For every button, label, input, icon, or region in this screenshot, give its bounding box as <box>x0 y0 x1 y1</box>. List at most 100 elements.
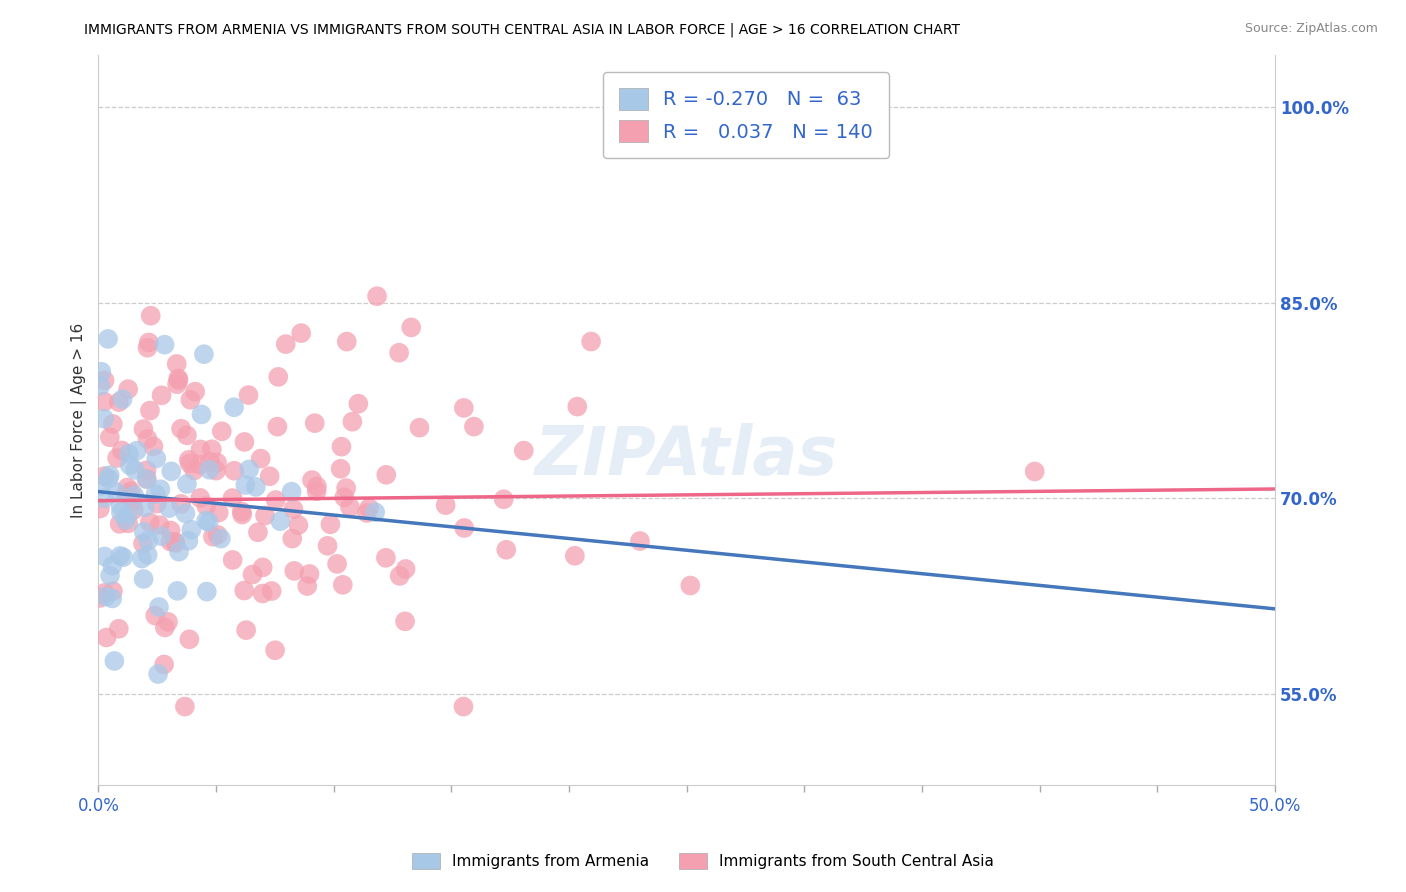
Point <box>388 569 411 583</box>
Point <box>146 667 169 681</box>
Point <box>132 422 155 436</box>
Point <box>89 378 111 392</box>
Point <box>115 487 138 501</box>
Text: ZIPAtlas: ZIPAtlas <box>536 424 838 490</box>
Point <box>567 400 589 414</box>
Point <box>283 564 305 578</box>
Point <box>347 397 370 411</box>
Legend: Immigrants from Armenia, Immigrants from South Central Asia: Immigrants from Armenia, Immigrants from… <box>406 847 1000 875</box>
Point <box>231 505 253 519</box>
Point <box>117 508 139 522</box>
Point <box>224 464 246 478</box>
Point <box>107 622 129 636</box>
Point <box>195 514 218 528</box>
Point <box>394 562 416 576</box>
Point <box>112 550 135 565</box>
Point <box>359 501 381 516</box>
Legend: R = -0.270   N =  63, R =   0.037   N = 140: R = -0.270 N = 63, R = 0.037 N = 140 <box>603 72 889 158</box>
Point <box>177 533 200 548</box>
Point <box>89 591 111 605</box>
Point <box>179 392 201 407</box>
Point <box>135 472 157 486</box>
Point <box>163 535 186 549</box>
Text: IMMIGRANTS FROM ARMENIA VS IMMIGRANTS FROM SOUTH CENTRAL ASIA IN LABOR FORCE | A: IMMIGRANTS FROM ARMENIA VS IMMIGRANTS FR… <box>84 22 960 37</box>
Point <box>193 347 215 361</box>
Point <box>132 536 155 550</box>
Point <box>408 420 430 434</box>
Point <box>176 428 198 442</box>
Point <box>188 458 211 472</box>
Point <box>201 442 224 457</box>
Point <box>149 518 172 533</box>
Point <box>269 514 291 528</box>
Point <box>290 326 312 340</box>
Point <box>97 472 120 486</box>
Point <box>333 491 356 505</box>
Point <box>579 334 602 349</box>
Point <box>264 493 287 508</box>
Point <box>329 462 352 476</box>
Point <box>209 532 232 546</box>
Point <box>132 572 155 586</box>
Point <box>211 424 233 438</box>
Point <box>118 447 141 461</box>
Text: Source: ZipAtlas.com: Source: ZipAtlas.com <box>1244 22 1378 36</box>
Point <box>183 463 205 477</box>
Point <box>266 419 288 434</box>
Point <box>153 620 176 634</box>
Point <box>166 357 188 371</box>
Point <box>184 384 207 399</box>
Point <box>201 530 224 544</box>
Point <box>159 534 181 549</box>
Point <box>122 503 145 517</box>
Point <box>235 623 257 637</box>
Point <box>179 457 201 471</box>
Point <box>195 499 218 513</box>
Point <box>103 654 125 668</box>
Point <box>117 382 139 396</box>
Point <box>375 467 398 482</box>
Point <box>176 477 198 491</box>
Point <box>117 516 139 531</box>
Point <box>108 516 131 531</box>
Point <box>105 450 128 465</box>
Point <box>167 544 190 558</box>
Point <box>145 487 167 501</box>
Point <box>118 458 141 473</box>
Point <box>93 491 115 505</box>
Point <box>93 394 115 409</box>
Point <box>305 479 328 493</box>
Point <box>120 484 142 499</box>
Point <box>111 392 134 407</box>
Point <box>145 451 167 466</box>
Point <box>394 615 416 629</box>
Point <box>101 591 124 606</box>
Point <box>96 631 118 645</box>
Point <box>249 451 271 466</box>
Point <box>167 373 190 387</box>
Point <box>124 463 146 477</box>
Point <box>97 332 120 346</box>
Point <box>326 557 349 571</box>
Point <box>93 469 115 483</box>
Point <box>233 434 256 449</box>
Point <box>628 534 651 549</box>
Point <box>101 558 124 573</box>
Point <box>174 506 197 520</box>
Point <box>108 549 131 563</box>
Point <box>190 408 212 422</box>
Point <box>267 369 290 384</box>
Point <box>101 584 124 599</box>
Point <box>453 699 475 714</box>
Point <box>188 491 211 505</box>
Point <box>374 550 396 565</box>
Point <box>231 508 253 522</box>
Point <box>138 335 160 350</box>
Point <box>117 481 139 495</box>
Point <box>111 443 134 458</box>
Point <box>259 469 281 483</box>
Point <box>1024 465 1046 479</box>
Point <box>332 578 354 592</box>
Point <box>233 583 256 598</box>
Point <box>131 551 153 566</box>
